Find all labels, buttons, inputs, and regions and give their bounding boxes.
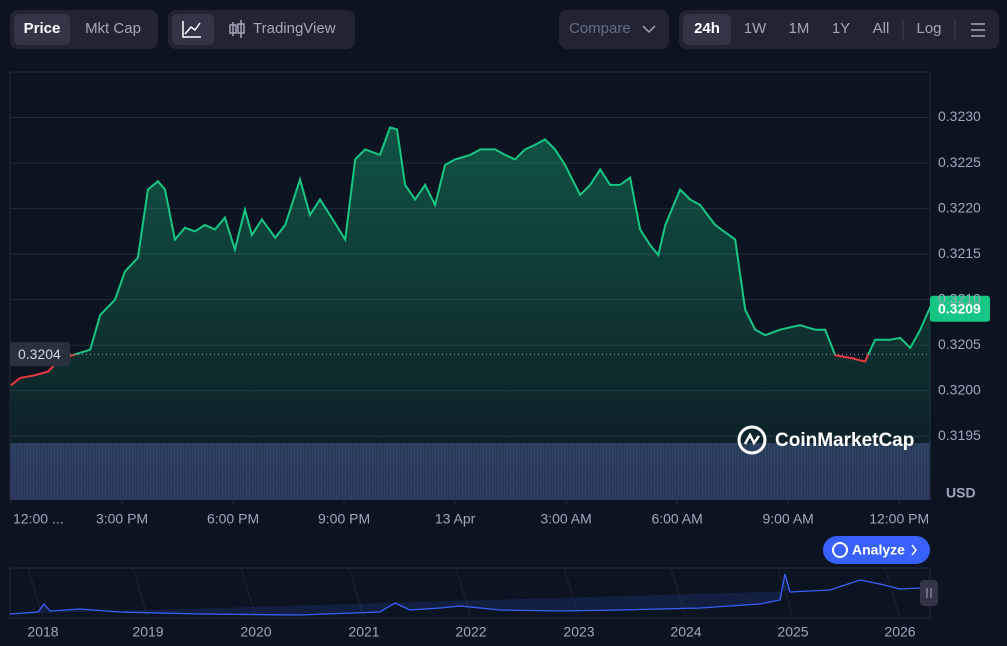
analyze-label: Analyze [852, 542, 905, 558]
price-area [11, 127, 931, 500]
x-tick-label: 3:00 PM [96, 511, 148, 527]
range-group [679, 10, 999, 49]
navigator-grid [455, 567, 472, 619]
chevron [642, 25, 656, 34]
analyze-button[interactable] [823, 536, 930, 564]
price-line [10, 126, 932, 387]
navigator-grid [670, 567, 687, 619]
line-button[interactable] [172, 14, 214, 45]
candle-icon [229, 24, 237, 34]
y-tick-label: 0.3200 [938, 381, 981, 397]
navigator-line [9, 573, 921, 616]
navigator-grid [777, 567, 794, 619]
settings-icon[interactable] [971, 23, 985, 37]
last-price-box [930, 295, 990, 322]
compare-label: Compare [569, 20, 631, 37]
navigator-year: 2025 [777, 624, 808, 640]
navigator-year: 2021 [348, 624, 379, 640]
x-tick-label: 9:00 PM [318, 511, 370, 527]
x-tick-label: 13 Apr [435, 511, 476, 527]
range-button[interactable]: 1W [744, 20, 767, 37]
tab-active [14, 14, 70, 45]
navigator-grid [563, 567, 580, 619]
tradingview-button[interactable]: TradingView [253, 20, 336, 37]
open-price-label: 0.3204 [18, 346, 61, 362]
range-active [683, 14, 731, 45]
x-tick-label: 6:00 PM [207, 511, 259, 527]
brand-name: CoinMarketCap [775, 430, 914, 451]
mkt-cap-tab[interactable]: Mkt Cap [85, 20, 141, 37]
navigator-area [10, 574, 830, 615]
navigator-year: 2022 [455, 624, 486, 640]
navigator-grid [132, 567, 149, 619]
navigator-year: 2018 [27, 624, 58, 640]
handle-grip [926, 588, 932, 598]
line-icon [182, 21, 201, 38]
x-tick-label: 3:00 AM [540, 511, 591, 527]
price-tab[interactable]: Price [24, 20, 61, 37]
navigator-grid [884, 567, 901, 619]
navigator-year: 2026 [884, 624, 915, 640]
y-tick-label: 0.3225 [938, 154, 981, 170]
x-tick-label: 9:00 AM [762, 511, 813, 527]
y-tick-label: 0.3210 [938, 290, 981, 306]
candle-icon [237, 23, 245, 34]
open-price-box [10, 342, 70, 367]
log-button[interactable]: Log [916, 20, 941, 37]
navigator-year: 2023 [563, 624, 594, 640]
range-button[interactable]: 1Y [832, 20, 850, 37]
y-unit: USD [946, 485, 976, 501]
navigator-grid [348, 567, 365, 619]
x-tick-label: 12:00 ... [13, 511, 64, 527]
navigator-year: 2019 [132, 624, 163, 640]
navigator-grid [240, 567, 257, 619]
navigator-year: 2024 [670, 624, 701, 640]
last-price-label: 0.3209 [938, 300, 981, 316]
y-tick-label: 0.3220 [938, 199, 981, 215]
chevron [911, 544, 917, 556]
range-button[interactable]: All [873, 20, 890, 37]
brand-logo [737, 425, 767, 455]
tool-group [168, 10, 355, 49]
navigator [9, 567, 931, 619]
y-tick-label: 0.3230 [938, 108, 981, 124]
analyze-icon [832, 542, 848, 558]
range-button[interactable]: 24h [694, 20, 720, 37]
y-tick-label: 0.3195 [938, 427, 981, 443]
y-tick-label: 0.3215 [938, 245, 981, 261]
compare-button[interactable] [559, 10, 669, 49]
navigator-handle[interactable] [920, 580, 938, 606]
navigator-year: 2020 [240, 624, 271, 640]
brand-logo [743, 432, 761, 446]
x-tick-label: 6:00 AM [651, 511, 702, 527]
y-tick-label: 0.3205 [938, 336, 981, 352]
range-button[interactable]: 1M [789, 20, 810, 37]
x-tick-label: 12:00 PM [869, 511, 929, 527]
